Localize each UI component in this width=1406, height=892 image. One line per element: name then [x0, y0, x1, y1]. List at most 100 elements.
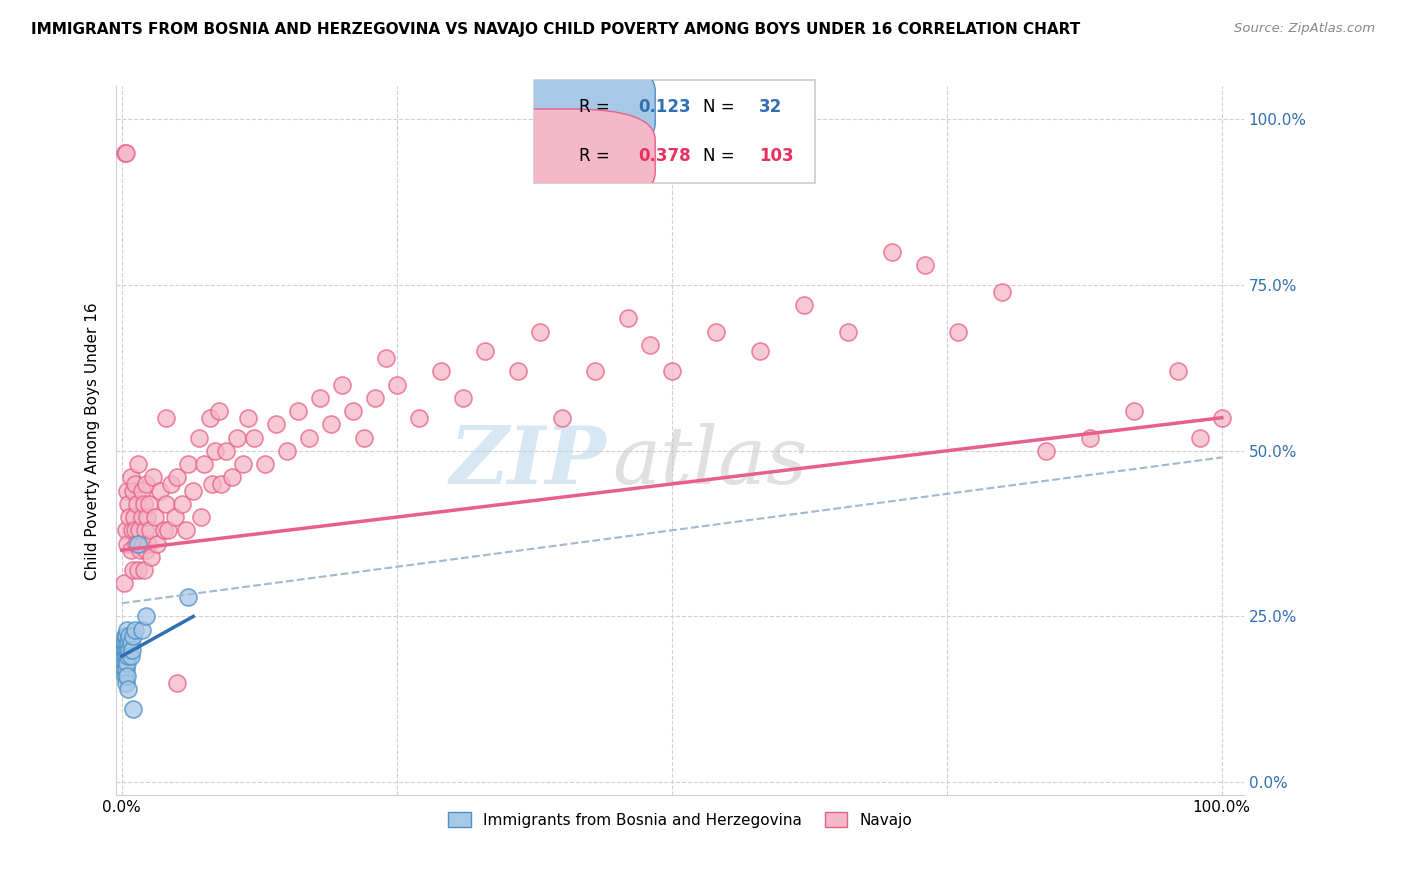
Point	[149, 483, 172, 498]
Point	[121, 563, 143, 577]
Text: 103: 103	[759, 147, 794, 165]
Point	[253, 457, 276, 471]
Point	[1211, 410, 1233, 425]
Point	[128, 524, 150, 538]
Point	[117, 649, 139, 664]
Point	[122, 510, 145, 524]
Point	[114, 669, 136, 683]
Point	[551, 410, 574, 425]
Point	[193, 457, 215, 471]
Point	[117, 536, 139, 550]
Point	[152, 524, 174, 538]
Point	[914, 258, 936, 272]
Point	[143, 510, 166, 524]
Point	[364, 391, 387, 405]
Point	[114, 145, 136, 160]
Text: R =: R =	[579, 147, 616, 165]
FancyBboxPatch shape	[534, 80, 815, 183]
Point	[112, 649, 135, 664]
Text: atlas: atlas	[613, 424, 808, 501]
Point	[429, 364, 451, 378]
Point	[946, 325, 969, 339]
Point	[134, 524, 156, 538]
Point	[1188, 431, 1211, 445]
Point	[115, 629, 138, 643]
Point	[156, 524, 179, 538]
Point	[138, 497, 160, 511]
Point	[112, 576, 135, 591]
FancyBboxPatch shape	[458, 60, 655, 154]
Point	[127, 457, 149, 471]
Point	[117, 623, 139, 637]
Point	[117, 636, 139, 650]
Point	[163, 510, 186, 524]
Point	[1035, 443, 1057, 458]
Point	[661, 364, 683, 378]
Point	[330, 377, 353, 392]
Point	[319, 417, 342, 432]
Point	[209, 477, 232, 491]
Point	[117, 669, 139, 683]
Point	[506, 364, 529, 378]
Point	[112, 636, 135, 650]
Point	[132, 563, 155, 577]
Point	[342, 404, 364, 418]
Point	[166, 470, 188, 484]
Text: N =: N =	[703, 147, 740, 165]
Point	[117, 497, 139, 511]
Text: IMMIGRANTS FROM BOSNIA AND HERZEGOVINA VS NAVAJO CHILD POVERTY AMONG BOYS UNDER : IMMIGRANTS FROM BOSNIA AND HERZEGOVINA V…	[31, 22, 1080, 37]
Point	[238, 410, 260, 425]
Point	[204, 443, 226, 458]
Point	[177, 457, 200, 471]
Point	[287, 404, 309, 418]
Point	[131, 536, 153, 550]
Point	[136, 510, 159, 524]
Point	[127, 563, 149, 577]
Point	[308, 391, 330, 405]
Y-axis label: Child Poverty Among Boys Under 16: Child Poverty Among Boys Under 16	[86, 302, 100, 580]
Point	[146, 536, 169, 550]
Point	[181, 483, 204, 498]
Point	[187, 431, 209, 445]
Point	[174, 524, 197, 538]
Point	[201, 477, 224, 491]
Point	[793, 298, 815, 312]
Point	[226, 431, 249, 445]
Point	[638, 338, 661, 352]
Point	[131, 623, 153, 637]
Point	[880, 245, 903, 260]
Point	[115, 636, 138, 650]
Point	[121, 524, 143, 538]
Point	[111, 642, 134, 657]
Point	[127, 536, 149, 550]
Point	[155, 497, 177, 511]
Point	[120, 543, 142, 558]
Point	[114, 656, 136, 670]
Point	[207, 404, 229, 418]
Point	[121, 483, 143, 498]
Point	[112, 663, 135, 677]
Point	[121, 629, 143, 643]
Point	[135, 543, 157, 558]
Text: 0.123: 0.123	[638, 98, 690, 116]
Point	[242, 431, 264, 445]
Point	[118, 510, 141, 524]
Point	[215, 443, 238, 458]
Point	[125, 536, 148, 550]
Point	[124, 524, 146, 538]
Point	[166, 675, 188, 690]
Point	[135, 477, 157, 491]
Legend: Immigrants from Bosnia and Herzegovina, Navajo: Immigrants from Bosnia and Herzegovina, …	[441, 805, 918, 834]
Point	[385, 377, 408, 392]
Point	[135, 609, 157, 624]
Point	[124, 477, 146, 491]
Point	[1122, 404, 1144, 418]
Point	[353, 431, 375, 445]
Point	[120, 649, 142, 664]
Point	[704, 325, 727, 339]
Point	[451, 391, 474, 405]
Point	[748, 344, 770, 359]
Point	[121, 702, 143, 716]
Point	[1167, 364, 1189, 378]
Point	[139, 524, 162, 538]
